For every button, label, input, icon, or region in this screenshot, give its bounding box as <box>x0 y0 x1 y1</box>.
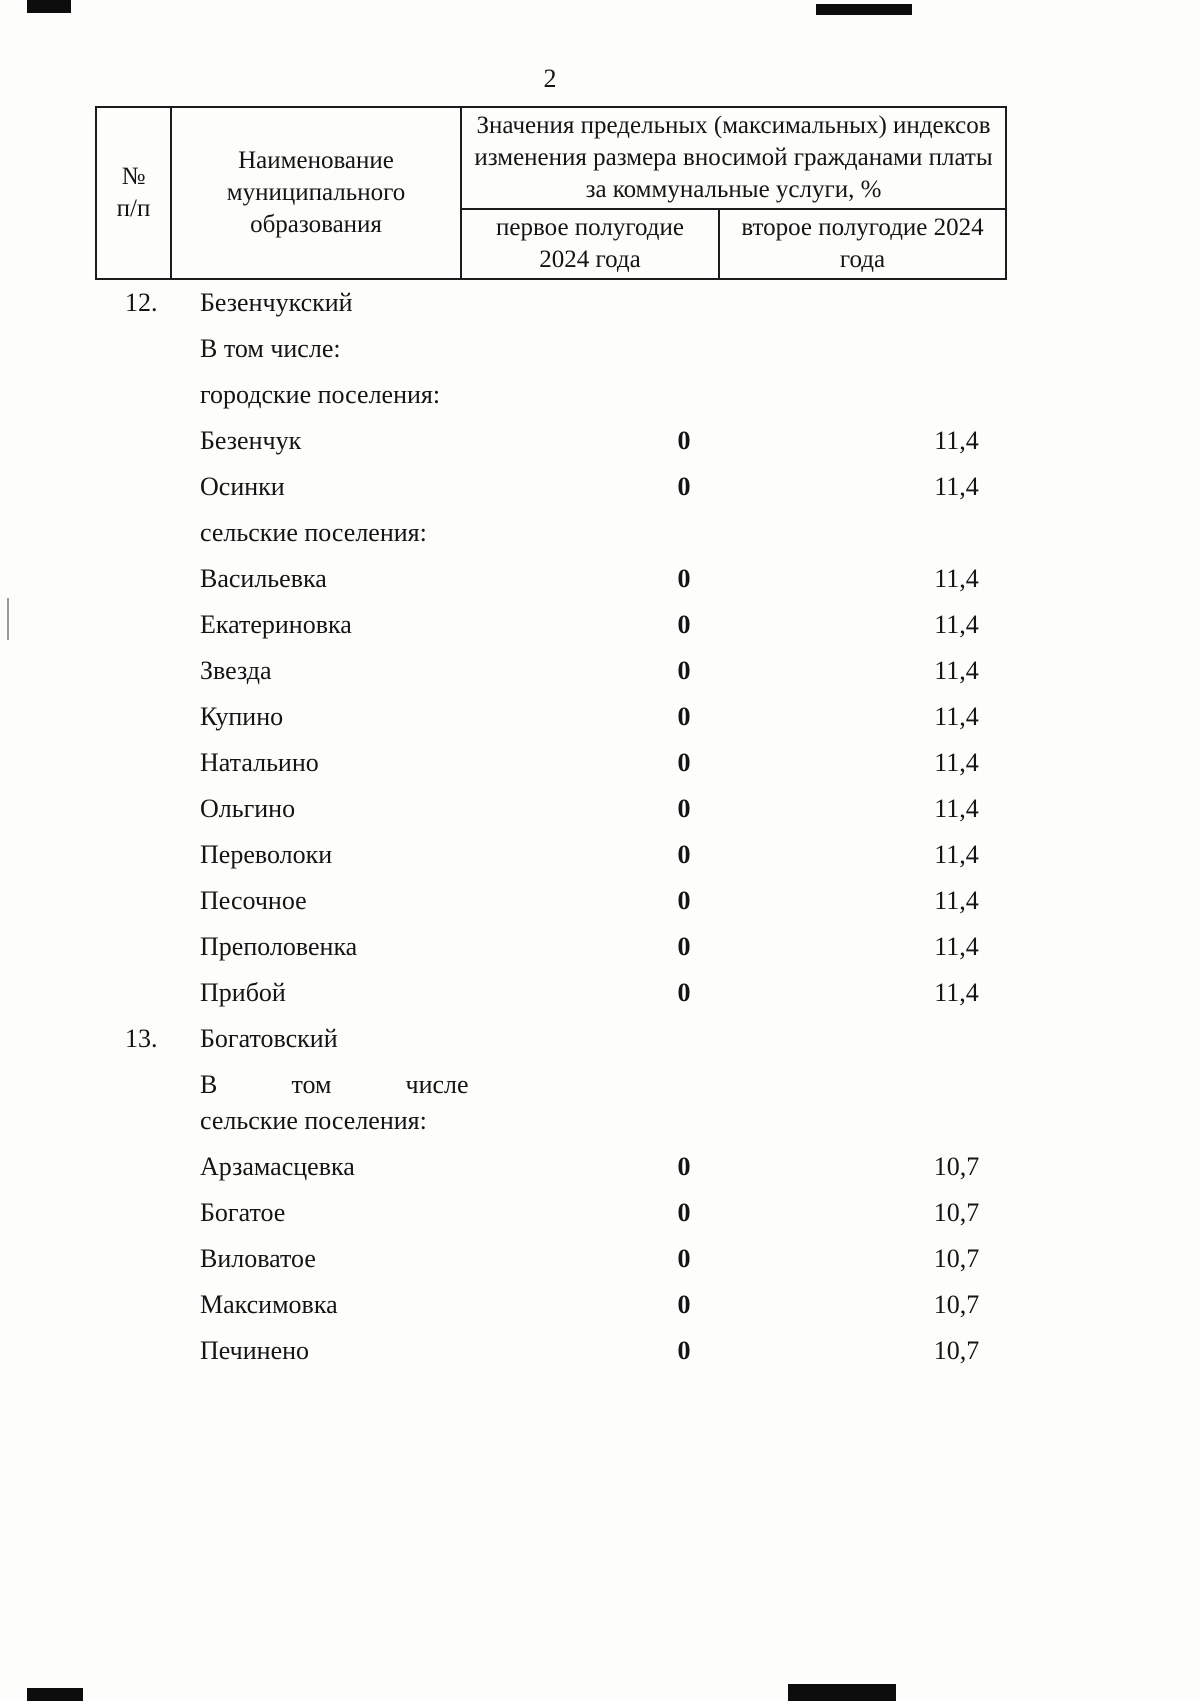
table-row: Безенчук 0 11,4 <box>95 426 1005 472</box>
municipality-name: Натальино <box>200 748 319 777</box>
value-first-half: 0 <box>677 656 691 685</box>
table-row: Натальино 0 11,4 <box>95 748 1005 794</box>
table-row: Прибой 0 11,4 <box>95 978 1005 1024</box>
value-first-half: 0 <box>677 1152 691 1181</box>
value-first-half: 0 <box>677 748 691 777</box>
municipality-name: Звезда <box>200 656 272 685</box>
table-row: Васильевка 0 11,4 <box>95 564 1005 610</box>
row-number: 13. <box>125 1024 158 1053</box>
value-second-half: 11,4 <box>934 886 979 915</box>
value-first-half: 0 <box>677 1336 691 1365</box>
table-header: № п/п Наименование муниципального образо… <box>95 106 1008 280</box>
municipality-name: Песочное <box>200 886 307 915</box>
value-second-half: 11,4 <box>934 748 979 777</box>
table-row: Арзамасцевка 0 10,7 <box>95 1152 1005 1198</box>
value-second-half: 11,4 <box>934 840 979 869</box>
scan-artifact <box>7 598 9 640</box>
table-row: Звезда 0 11,4 <box>95 656 1005 702</box>
value-second-half: 10,7 <box>933 1336 980 1365</box>
municipality-name: Арзамасцевка <box>200 1152 355 1181</box>
value-first-half: 0 <box>677 886 691 915</box>
value-second-half: 11,4 <box>934 702 979 731</box>
table-row: Осинки 0 11,4 <box>95 472 1005 518</box>
municipality-name: Виловатое <box>200 1244 316 1273</box>
municipality-name: Васильевка <box>200 564 327 593</box>
value-second-half: 11,4 <box>934 472 979 501</box>
municipality-name: Богатое <box>200 1198 286 1227</box>
value-second-half: 11,4 <box>934 610 979 639</box>
table-row: 13. Богатовский <box>95 1024 1005 1070</box>
table-row: Екатериновка 0 11,4 <box>95 610 1005 656</box>
value-second-half: 11,4 <box>934 932 979 961</box>
value-first-half: 0 <box>677 564 691 593</box>
value-second-half: 10,7 <box>933 1290 980 1319</box>
subheader-label: В том числе <box>200 1070 469 1099</box>
municipality-name: Безенчукский <box>200 288 353 317</box>
subheader-label: городские поселения: <box>200 380 441 409</box>
table-row: В том числе <box>95 1070 1005 1106</box>
value-first-half: 0 <box>677 472 691 501</box>
value-second-half: 10,7 <box>933 1244 980 1273</box>
value-first-half: 0 <box>677 702 691 731</box>
table-row: Купино 0 11,4 <box>95 702 1005 748</box>
value-first-half: 0 <box>677 610 691 639</box>
value-second-half: 11,4 <box>934 564 979 593</box>
scan-artifact <box>27 1688 83 1701</box>
value-first-half: 0 <box>677 1198 691 1227</box>
scan-artifact <box>27 0 71 13</box>
table-row: сельские поселения: <box>95 518 1005 564</box>
table-row: Максимовка 0 10,7 <box>95 1290 1005 1336</box>
scan-artifact <box>816 4 912 15</box>
column-header-number: № п/п <box>95 106 172 280</box>
table-row: Печинено 0 10,7 <box>95 1336 1005 1382</box>
table-row: Преполовенка 0 11,4 <box>95 932 1005 978</box>
column-header-index-values: Значения предельных (максимальных) индек… <box>459 106 1008 210</box>
value-first-half: 0 <box>677 426 691 455</box>
value-second-half: 11,4 <box>934 426 979 455</box>
column-header-first-half-2024: первое полугодие 2024 года <box>460 208 720 280</box>
value-first-half: 0 <box>677 1290 691 1319</box>
scan-artifact <box>788 1684 896 1701</box>
table-body: 12. Безенчукский В том числе: городские … <box>95 288 1005 1382</box>
municipality-name: Ольгино <box>200 794 296 823</box>
table-row: Виловатое 0 10,7 <box>95 1244 1005 1290</box>
page-number: 2 <box>543 64 557 93</box>
table-row: Песочное 0 11,4 <box>95 886 1005 932</box>
municipality-name: Екатериновка <box>200 610 352 639</box>
value-second-half: 11,4 <box>934 794 979 823</box>
value-first-half: 0 <box>677 978 691 1007</box>
table-row: Переволоки 0 11,4 <box>95 840 1005 886</box>
row-number: 12. <box>125 288 158 317</box>
table-row: городские поселения: <box>95 380 1005 426</box>
value-second-half: 10,7 <box>933 1198 980 1227</box>
table-row: 12. Безенчукский <box>95 288 1005 334</box>
subheader-label: сельские поселения: <box>200 1106 427 1135</box>
table-row: В том числе: <box>95 334 1005 380</box>
value-second-half: 11,4 <box>934 978 979 1007</box>
column-header-second-half-2024: второе полугодие 2024 года <box>717 208 1008 280</box>
value-first-half: 0 <box>677 932 691 961</box>
value-first-half: 0 <box>677 1244 691 1273</box>
municipality-name: Печинено <box>200 1336 310 1365</box>
value-second-half: 11,4 <box>934 656 979 685</box>
municipality-name: Переволоки <box>200 840 333 869</box>
value-second-half: 10,7 <box>933 1152 980 1181</box>
municipality-name: Купино <box>200 702 284 731</box>
municipality-name: Прибой <box>200 978 286 1007</box>
municipality-name: Безенчук <box>200 426 302 455</box>
value-first-half: 0 <box>677 794 691 823</box>
table-row: Ольгино 0 11,4 <box>95 794 1005 840</box>
municipality-name: Осинки <box>200 472 285 501</box>
value-first-half: 0 <box>677 840 691 869</box>
table-row: сельские поселения: <box>95 1106 1005 1152</box>
column-header-municipality: Наименование муниципального образования <box>170 106 462 280</box>
municipality-name: Максимовка <box>200 1290 338 1319</box>
table-row: Богатое 0 10,7 <box>95 1198 1005 1244</box>
municipality-name: Преполовенка <box>200 932 358 961</box>
subheader-label: сельские поселения: <box>200 518 427 547</box>
municipality-name: Богатовский <box>200 1024 338 1053</box>
subheader-label: В том числе: <box>200 334 341 363</box>
